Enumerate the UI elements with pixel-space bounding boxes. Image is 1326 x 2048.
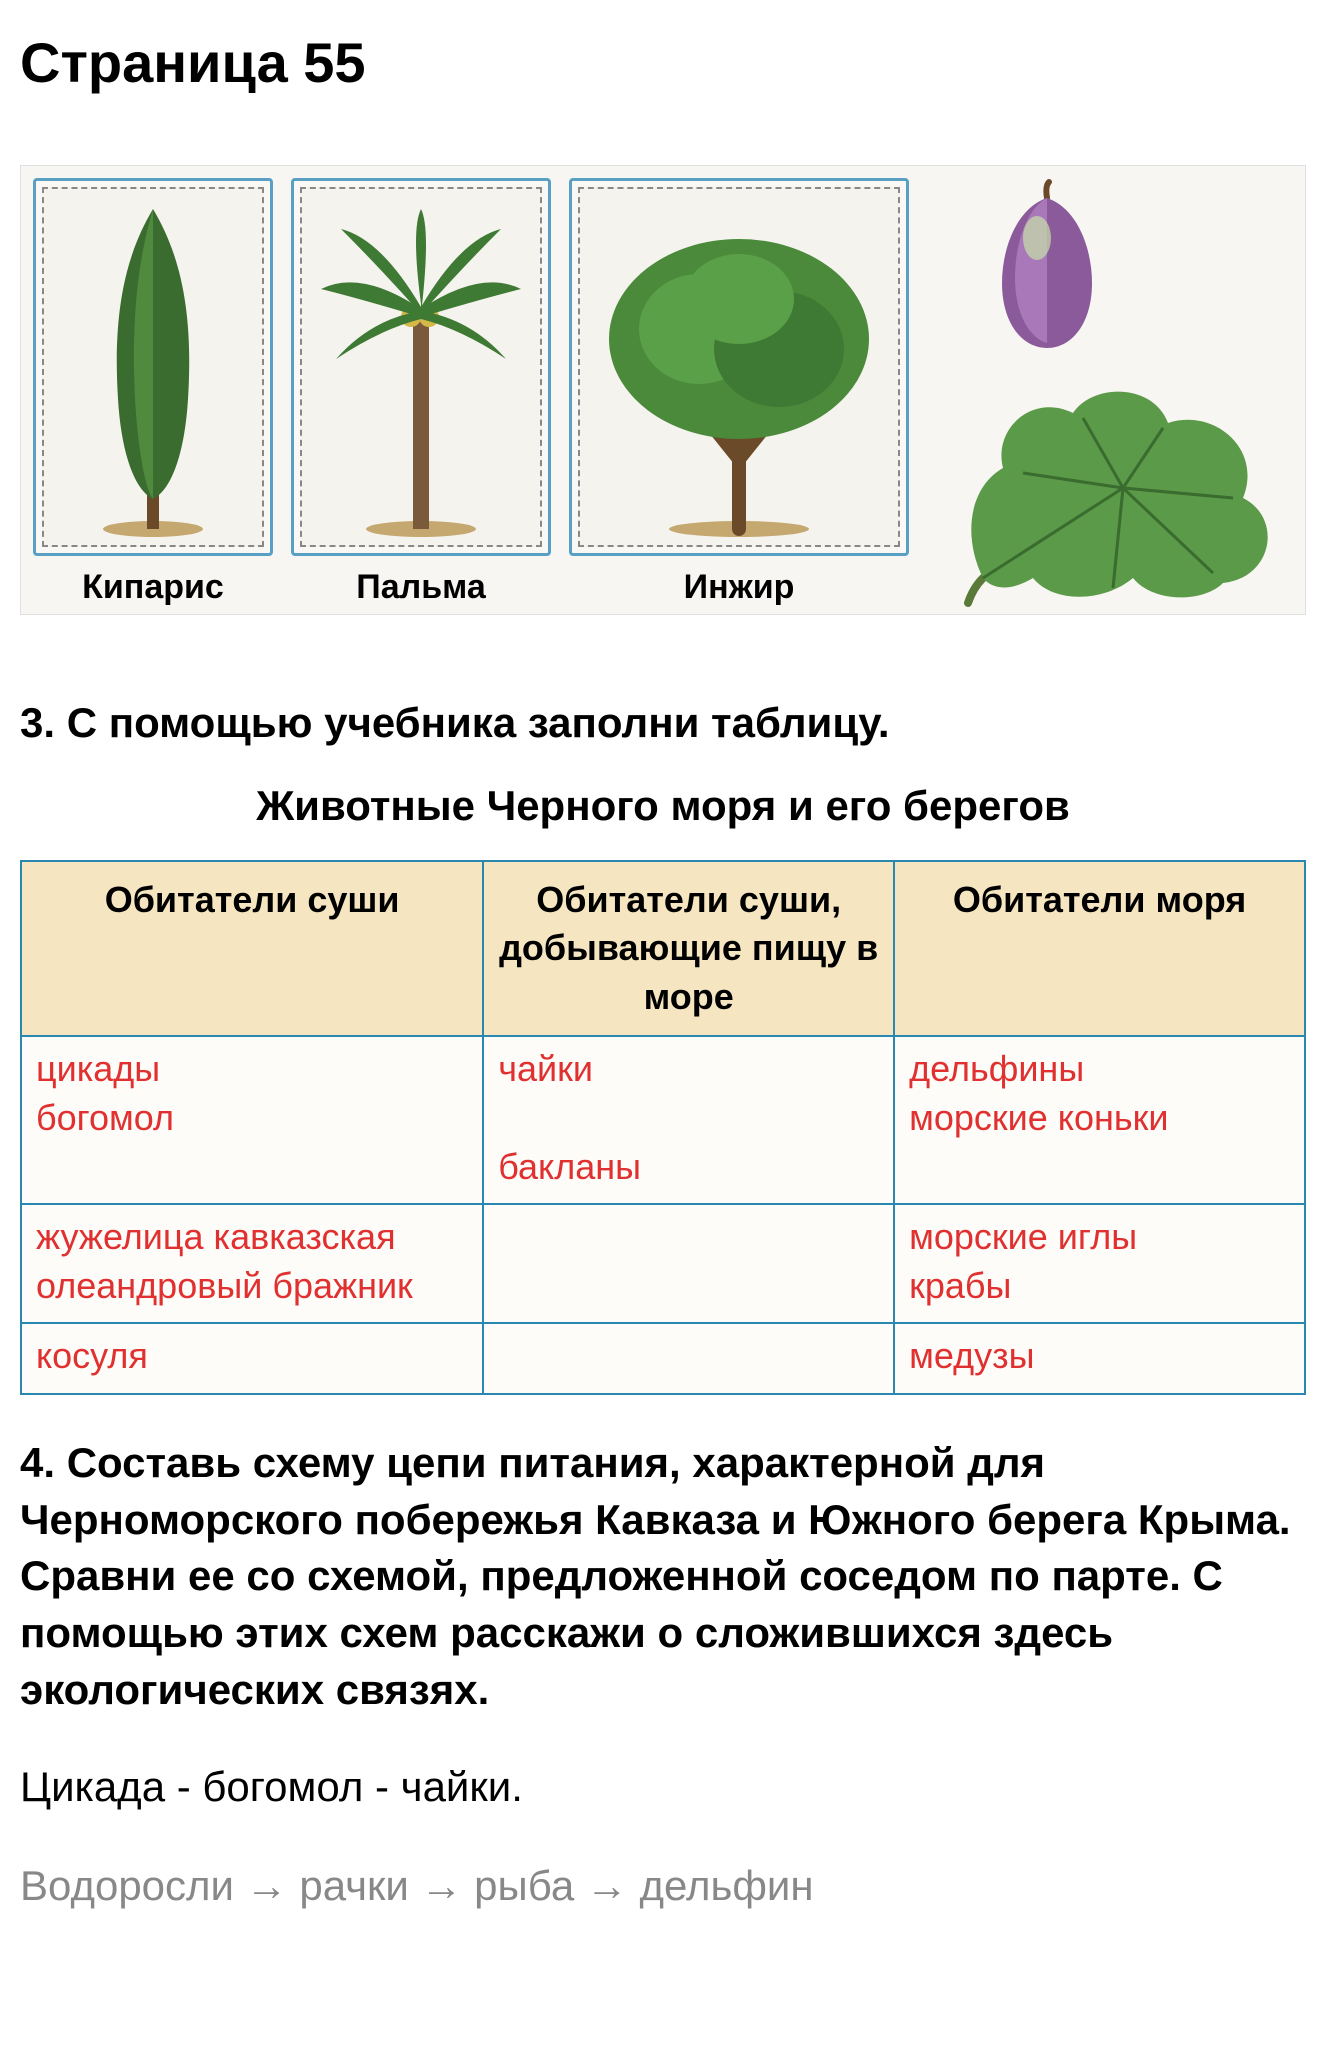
cell: морские иглыкрабы [894, 1204, 1305, 1323]
table-row: косуля медузы [21, 1323, 1305, 1394]
tree-cypress-label: Кипарис [82, 568, 224, 607]
fig-leaf-icon [953, 378, 1293, 608]
col-header-land-sea: Обитатели суши, добывающие пищу в море [483, 861, 894, 1037]
answer-line-2: Водоросли → рачки → рыба → дельфин [20, 1857, 1306, 1916]
tree-palm-label: Пальма [356, 568, 485, 607]
table-header-row: Обитатели суши Обитатели суши, добывающи… [21, 861, 1305, 1037]
trees-panel: Кипарис [20, 165, 1306, 615]
fig-extras [927, 178, 1293, 608]
fig-tree-icon [589, 199, 889, 539]
tree-fig-label: Инжир [684, 568, 795, 607]
table-row: цикадыбогомол чайки бакланы дельфиныморс… [21, 1036, 1305, 1204]
col-header-sea: Обитатели моря [894, 861, 1305, 1037]
tree-cypress: Кипарис [33, 178, 273, 608]
cell: жужелица кавказскаяолеандровый бражник [21, 1204, 483, 1323]
table-row: жужелица кавказскаяолеандровый бражник м… [21, 1204, 1305, 1323]
cell: чайки бакланы [483, 1036, 894, 1204]
cell: косуля [21, 1323, 483, 1394]
answer-line-1: Цикада - богомол - чайки. [20, 1758, 1306, 1817]
animals-table: Обитатели суши Обитатели суши, добывающи… [20, 860, 1306, 1395]
col-header-land: Обитатели суши [21, 861, 483, 1037]
palm-icon [311, 199, 531, 539]
page-title: Страница 55 [20, 30, 1306, 95]
cell: медузы [894, 1323, 1305, 1394]
cell [483, 1204, 894, 1323]
cell: цикадыбогомол [21, 1036, 483, 1204]
tree-palm: Пальма [291, 178, 551, 608]
fig-fruit-icon [967, 178, 1127, 358]
cell [483, 1323, 894, 1394]
task3-prompt: 3. С помощью учебника заполни таблицу. [20, 695, 1306, 752]
cypress-icon [83, 199, 223, 539]
cell: дельфиныморские коньки [894, 1036, 1305, 1204]
tree-fig: Инжир [569, 178, 909, 608]
task4-prompt: 4. Составь схему цепи питания, характерн… [20, 1435, 1306, 1718]
task3-title: Животные Черного моря и его берегов [20, 782, 1306, 830]
